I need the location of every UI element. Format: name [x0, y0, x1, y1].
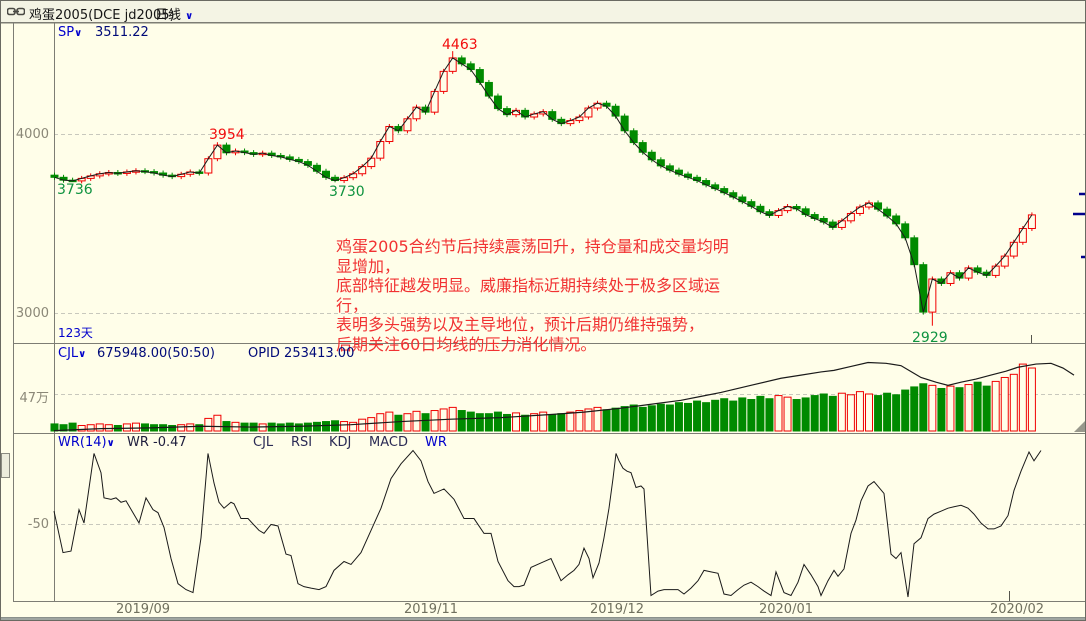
chevron-down-icon: ∨	[74, 28, 82, 39]
sp-value: 3511.22	[95, 25, 149, 40]
contract-title: 鸡蛋2005(DCE jd2005)	[29, 8, 175, 23]
opid-value: OPID 253413.00	[248, 346, 355, 361]
wr-indicator-selector[interactable]: WR(14)∨	[58, 435, 115, 450]
indicator-tab-rsi[interactable]: RSI	[291, 435, 313, 450]
indicator-tab-cjl[interactable]: CJL	[253, 435, 274, 450]
x-axis-label: 2019/09	[115, 602, 171, 617]
analyst-annotation: 鸡蛋2005合约节后持续震荡回升，持仓量和成交量均明 显增加， 底部特征越发明显…	[336, 237, 729, 354]
price-tag: 3736	[57, 182, 93, 198]
title-bar: 鸡蛋2005(DCE jd2005) 日线 ∨	[1, 1, 1085, 23]
x-axis-label: 2020/02	[989, 602, 1045, 617]
indicator-tab-kdj[interactable]: KDJ	[329, 435, 352, 450]
cjl-indicator-selector[interactable]: CJL∨	[58, 346, 86, 361]
window-bottom-edge	[1, 617, 1085, 620]
wr-value: WR -0.47	[127, 435, 187, 450]
price-tag: 3730	[329, 184, 365, 200]
sp-indicator-selector[interactable]: SP∨	[58, 25, 82, 40]
y-axis-label-wr: -50	[27, 517, 49, 532]
price-tag: 4463	[442, 37, 478, 53]
cjl-value: 675948.00(50:50)	[97, 346, 215, 361]
indicator-tab-macd[interactable]: MACD	[369, 435, 408, 450]
chevron-down-icon: ∨	[185, 11, 193, 22]
y-axis-label-3000: 3000	[15, 306, 49, 321]
price-tag: 2929	[912, 330, 948, 346]
x-axis-label: 2019/12	[589, 602, 645, 617]
days-count-label: 123天	[58, 326, 93, 340]
chevron-down-icon: ∨	[78, 349, 86, 360]
y-axis-label-volume: 47万	[19, 391, 49, 406]
x-axis-label: 2019/11	[403, 602, 459, 617]
interval-selector[interactable]: 日线 ∨	[155, 8, 193, 23]
x-axis-label: 2020/01	[758, 602, 814, 617]
chevron-down-icon: ∨	[106, 438, 115, 449]
y-axis-label-4000: 4000	[15, 127, 49, 142]
chain-link-icon[interactable]	[7, 7, 25, 16]
indicator-tab-wr[interactable]: WR	[425, 435, 447, 450]
price-tag: 3954	[209, 127, 245, 143]
